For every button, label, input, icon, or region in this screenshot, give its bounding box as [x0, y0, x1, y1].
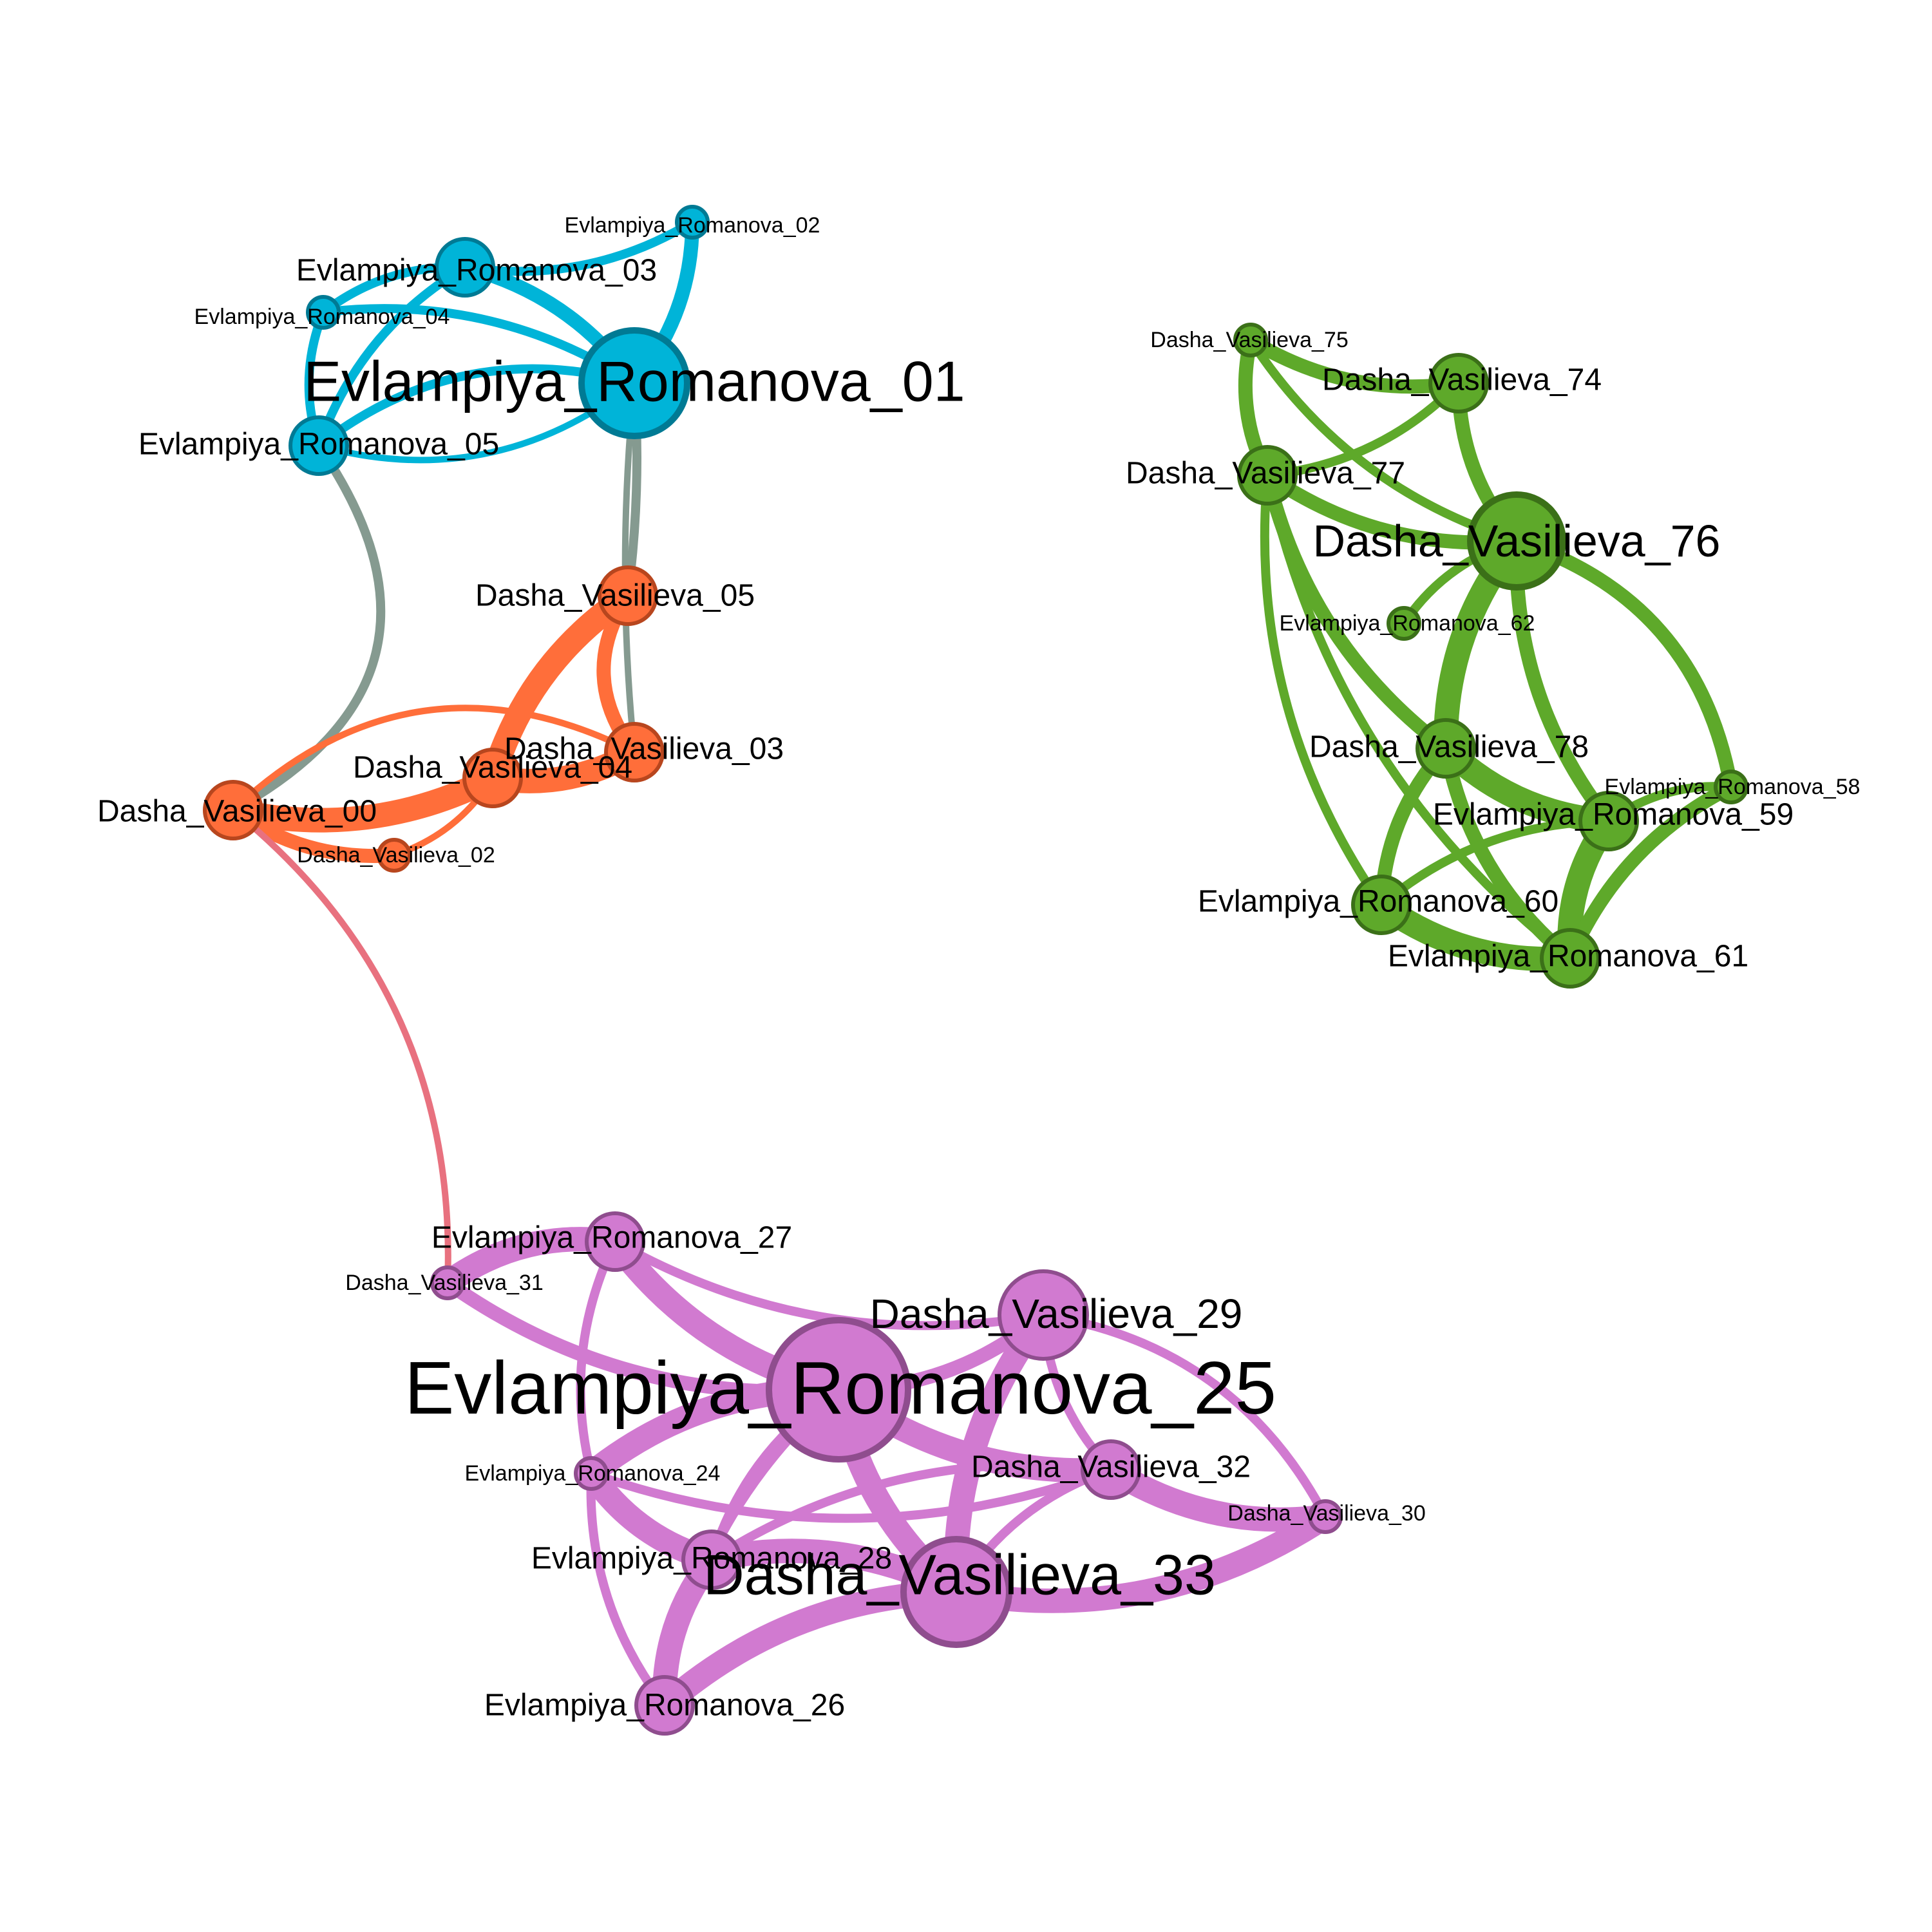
- node-label-dv00: Dasha_Vasilieva_00: [97, 795, 377, 829]
- node-er27[interactable]: [585, 1211, 645, 1272]
- node-label-er28: Evlampiya_Romanova_28: [531, 1542, 892, 1576]
- edge-dv05-dv04: [480, 583, 640, 790]
- node-label-dv31: Dasha_Vasilieva_31: [345, 1271, 543, 1295]
- edge-er59-er60: [1377, 817, 1613, 909]
- node-er28[interactable]: [681, 1530, 742, 1590]
- node-dv31[interactable]: [430, 1265, 465, 1300]
- node-dv74[interactable]: [1428, 353, 1489, 413]
- node-label-dv05: Dasha_Vasilieva_05: [475, 579, 755, 613]
- node-label-dv32: Dasha_Vasilieva_32: [971, 1450, 1251, 1484]
- node-label-dv29: Dasha_Vasilieva_29: [870, 1291, 1243, 1337]
- node-label-dv77: Dasha_Vasilieva_77: [1126, 457, 1405, 491]
- node-label-dv76: Dasha_Vasilieva_76: [1312, 516, 1720, 566]
- node-label-er58: Evlampiya_Romanova_58: [1605, 775, 1861, 799]
- edge-dv00-dv04: [221, 766, 505, 833]
- edge-er24-dv32: [587, 1465, 1115, 1523]
- node-label-er02: Evlampiya_Romanova_02: [565, 213, 820, 238]
- node-er26[interactable]: [634, 1675, 695, 1736]
- node-label-er26: Evlampiya_Romanova_26: [484, 1689, 845, 1723]
- node-label-er62: Evlampiya_Romanova_62: [1280, 611, 1535, 636]
- node-dv30[interactable]: [1308, 1499, 1343, 1534]
- node-label-er24: Evlampiya_Romanova_24: [465, 1461, 721, 1486]
- edge-er03-er05: [314, 263, 469, 450]
- edge-dv77-er60: [1260, 471, 1386, 909]
- node-er03[interactable]: [435, 237, 495, 298]
- node-dv77[interactable]: [1237, 445, 1298, 506]
- node-er24[interactable]: [574, 1456, 609, 1491]
- nodes-layer: [203, 205, 1748, 1736]
- node-er05[interactable]: [289, 415, 349, 476]
- node-label-er04: Evlampiya_Romanova_04: [194, 305, 450, 329]
- node-dv29[interactable]: [998, 1269, 1089, 1361]
- node-label-dv33: Dasha_Vasilieva_33: [703, 1543, 1216, 1607]
- node-er02[interactable]: [675, 205, 710, 240]
- node-er01[interactable]: [578, 327, 690, 439]
- node-dv32[interactable]: [1081, 1439, 1141, 1500]
- node-er58[interactable]: [1714, 770, 1748, 804]
- node-er60[interactable]: [1351, 875, 1412, 935]
- node-label-dv30: Dasha_Vasilieva_30: [1227, 1501, 1425, 1526]
- edge-dv32-er28: [707, 1460, 1115, 1564]
- node-label-er25: Evlampiya_Romanova_25: [404, 1346, 1276, 1430]
- node-label-er27: Evlampiya_Romanova_27: [431, 1221, 792, 1255]
- edge-er58-er61: [1563, 780, 1738, 965]
- node-label-dv03: Dasha_Vasilieva_03: [504, 732, 784, 766]
- edge-er24-er26: [586, 1469, 669, 1710]
- edge-er27-er24: [576, 1237, 620, 1478]
- node-label-dv75: Dasha_Vasilieva_75: [1150, 328, 1348, 352]
- node-label-er59: Evlampiya_Romanova_59: [1433, 798, 1794, 832]
- edge-dv29-dv30: [1039, 1311, 1330, 1521]
- node-dv04[interactable]: [462, 748, 523, 808]
- node-dv76[interactable]: [1467, 491, 1566, 591]
- node-label-er01: Evlampiya_Romanova_01: [303, 350, 965, 413]
- edge-dv00-dv31: [230, 807, 451, 1286]
- node-label-dv02: Dasha_Vasilieva_02: [297, 843, 495, 867]
- node-label-er05: Evlampiya_Romanova_05: [138, 428, 499, 462]
- edge-er27-dv29: [611, 1237, 1048, 1331]
- node-dv33[interactable]: [900, 1536, 1012, 1648]
- node-label-er60: Evlampiya_Romanova_60: [1198, 885, 1558, 919]
- node-dv75[interactable]: [1233, 323, 1268, 357]
- node-dv00[interactable]: [203, 780, 263, 840]
- node-er04[interactable]: [306, 295, 341, 330]
- node-label-dv74: Dasha_Vasilieva_74: [1322, 363, 1602, 397]
- node-er59[interactable]: [1578, 791, 1639, 851]
- node-er25[interactable]: [766, 1317, 911, 1463]
- node-er62[interactable]: [1387, 606, 1421, 641]
- node-label-dv78: Dasha_Vasilieva_78: [1309, 730, 1589, 764]
- node-er61[interactable]: [1540, 928, 1600, 989]
- edge-dv00-dv03: [230, 705, 638, 813]
- edge-dv76-er58: [1510, 534, 1738, 794]
- edge-er05-dv00: [229, 441, 386, 815]
- node-dv02[interactable]: [377, 838, 412, 873]
- node-dv03[interactable]: [604, 722, 665, 782]
- node-dv78[interactable]: [1416, 718, 1476, 779]
- node-label-er61: Evlampiya_Romanova_61: [1388, 940, 1748, 974]
- labels-layer: Evlampiya_Romanova_01 Evlampiya_Romanova_…: [97, 213, 1860, 1723]
- edge-dv78-er61: [1439, 741, 1577, 965]
- node-label-er03: Evlampiya_Romanova_03: [296, 254, 657, 288]
- edge-dv77-er61: [1263, 471, 1575, 963]
- node-label-dv04: Dasha_Vasilieva_04: [353, 751, 632, 785]
- edge-er03-er02: [460, 218, 697, 276]
- node-dv05[interactable]: [598, 565, 658, 626]
